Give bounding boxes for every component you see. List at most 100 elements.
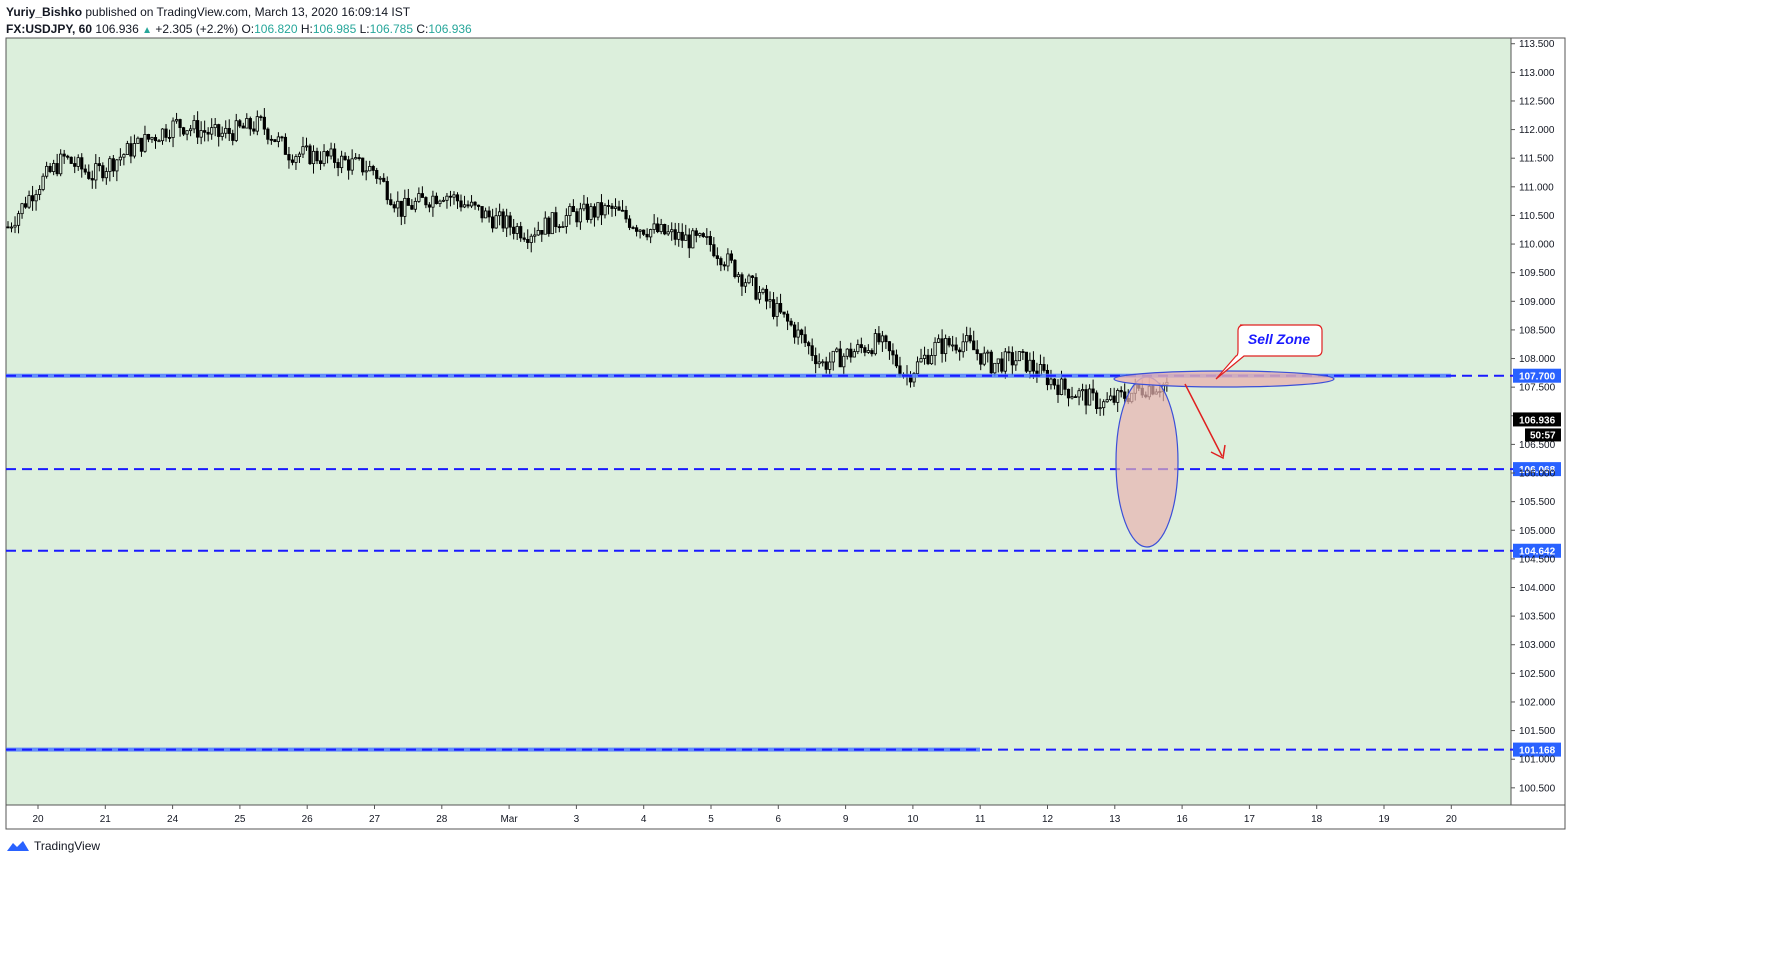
candle-body bbox=[248, 118, 252, 130]
candle-body bbox=[399, 200, 403, 217]
candle-body bbox=[16, 213, 21, 226]
candle-body bbox=[677, 231, 681, 240]
candle-body bbox=[603, 205, 607, 216]
candle-body bbox=[698, 233, 702, 236]
sell-zone-ellipse[interactable] bbox=[1113, 370, 1335, 388]
candle-body bbox=[659, 223, 663, 233]
candle-body bbox=[954, 344, 958, 351]
candle-body bbox=[115, 159, 119, 172]
candle-body bbox=[656, 223, 660, 233]
candle-body bbox=[494, 215, 498, 229]
candle-body bbox=[564, 215, 568, 227]
candle-body bbox=[101, 165, 105, 179]
chart-header: Yuriy_Bishko published on TradingView.co… bbox=[6, 4, 472, 39]
candle-body bbox=[199, 130, 203, 138]
candle-body bbox=[887, 341, 892, 352]
candle-body bbox=[519, 226, 523, 239]
candle-body bbox=[575, 211, 579, 223]
y-tick-label: 102.000 bbox=[1519, 697, 1556, 708]
candle-body bbox=[178, 119, 182, 129]
y-tick-label: 102.500 bbox=[1519, 669, 1556, 680]
candle-body bbox=[789, 320, 793, 326]
candle-body bbox=[392, 204, 396, 209]
candle-body bbox=[649, 229, 653, 238]
candle-body bbox=[592, 206, 597, 218]
candle-body bbox=[933, 341, 937, 356]
zone-ellipse[interactable] bbox=[1115, 376, 1179, 548]
support-resistance-levels[interactable]: 107.700 106.068 104.642 101.168 bbox=[6, 368, 1561, 757]
y-tick-label: 112.000 bbox=[1519, 125, 1555, 136]
callout-box[interactable] bbox=[1215, 324, 1323, 380]
candle-body bbox=[322, 151, 326, 164]
x-tick-label: 19 bbox=[1378, 814, 1390, 825]
y-tick-label: 100.500 bbox=[1519, 783, 1556, 794]
candle-body bbox=[771, 299, 776, 317]
candle-body bbox=[512, 226, 516, 234]
candle-body bbox=[452, 194, 456, 198]
level-tag bbox=[1513, 368, 1561, 383]
candle-body bbox=[824, 361, 828, 370]
candle-body bbox=[13, 224, 17, 228]
candle-body bbox=[34, 194, 38, 202]
candle-body bbox=[708, 236, 712, 246]
candle-body bbox=[529, 235, 533, 243]
candle-body bbox=[406, 197, 410, 206]
candle-body bbox=[73, 163, 77, 167]
x-tick-label: 5 bbox=[708, 814, 714, 825]
candle-body bbox=[364, 170, 368, 173]
candle-body bbox=[174, 119, 179, 122]
candle-body bbox=[596, 202, 600, 218]
candle-body bbox=[462, 204, 467, 208]
candle-body bbox=[234, 120, 238, 141]
price-axis[interactable]: 113.500 113.000 112.500 112.000 111.500 111.0… bbox=[1511, 39, 1561, 794]
candle-body bbox=[150, 137, 154, 140]
candle-body bbox=[986, 351, 990, 354]
candle-body bbox=[227, 127, 231, 134]
candle-body bbox=[66, 155, 70, 158]
candle-body bbox=[427, 204, 432, 208]
candle-body bbox=[189, 128, 193, 132]
candle-body bbox=[1059, 378, 1064, 395]
plot-area[interactable] bbox=[5, 37, 1566, 830]
close-value: 106.936 bbox=[428, 22, 472, 36]
symbol-label[interactable]: FX:USDJPY, 60 bbox=[6, 22, 93, 36]
level-tag bbox=[1513, 462, 1561, 477]
candle-body bbox=[343, 155, 347, 161]
candle-body bbox=[97, 163, 101, 167]
author-name[interactable]: Yuriy_Bishko bbox=[6, 5, 83, 19]
candle-body bbox=[1010, 352, 1014, 366]
x-tick-label: 16 bbox=[1177, 814, 1189, 825]
candle-body bbox=[1063, 378, 1067, 390]
candle-body bbox=[972, 340, 976, 351]
y-tick-label: 109.500 bbox=[1519, 268, 1556, 279]
candle-body bbox=[877, 333, 881, 343]
y-tick-label: 104.500 bbox=[1519, 554, 1556, 565]
time-axis[interactable]: 20 21 24 25 26 27 28 Mar 3 4 5 6 9 10 11 12 13 16 17 18 19 20 bbox=[32, 805, 1457, 825]
candle-body bbox=[491, 216, 495, 229]
candle-body bbox=[87, 171, 91, 179]
candle-body bbox=[445, 195, 449, 201]
x-tick-label: 4 bbox=[641, 814, 647, 825]
candle-body bbox=[1031, 359, 1036, 372]
candle-body bbox=[466, 204, 470, 207]
x-tick-label: 20 bbox=[32, 814, 44, 825]
candle-body bbox=[1102, 401, 1106, 409]
candle-body bbox=[785, 313, 790, 322]
candle-body bbox=[845, 348, 849, 357]
candle-body bbox=[371, 166, 375, 171]
candle-body bbox=[389, 199, 393, 206]
candle-body bbox=[396, 200, 400, 209]
candle-body bbox=[1052, 378, 1057, 386]
x-tick-label: 24 bbox=[167, 814, 179, 825]
x-tick-label: 10 bbox=[907, 814, 919, 825]
candle-body bbox=[350, 158, 354, 171]
annotations[interactable]: Sell Zone bbox=[1113, 324, 1335, 548]
plot-background[interactable] bbox=[5, 37, 1512, 806]
candle-body bbox=[136, 137, 140, 144]
candle-body bbox=[413, 200, 417, 210]
candle-body bbox=[694, 230, 698, 236]
x-tick-label: 13 bbox=[1109, 814, 1121, 825]
candle-body bbox=[480, 206, 484, 219]
candle-body bbox=[290, 159, 295, 163]
